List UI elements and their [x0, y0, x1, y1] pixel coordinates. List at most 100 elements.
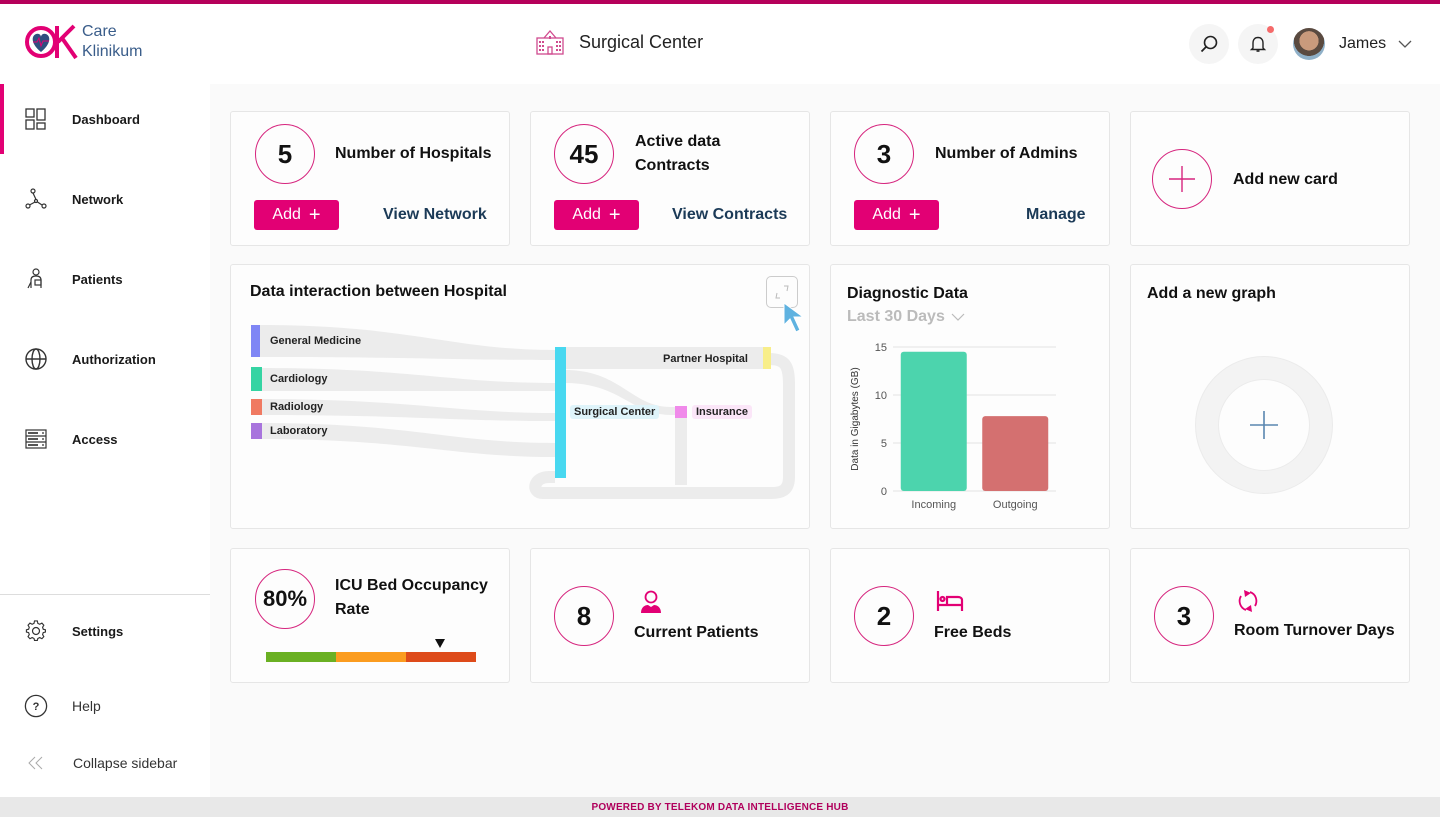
add-graph-button[interactable] [1195, 356, 1333, 494]
plus-icon: + [908, 204, 921, 226]
sidebar-item-label: Collapse sidebar [73, 755, 178, 771]
logo-line-1: Care [82, 23, 117, 40]
current-patients-count: 8 [554, 586, 614, 646]
admins-count: 3 [854, 124, 914, 184]
bar-outgoing [982, 416, 1049, 491]
node-surgical-center [555, 347, 566, 478]
period-dropdown[interactable]: Last 30 Days [847, 308, 965, 326]
dashboard-main: 5 Number of Hospitals Add + View Network … [210, 84, 1440, 797]
card-title-line-1: Active data [635, 133, 721, 150]
avatar [1293, 28, 1325, 60]
view-contracts-link[interactable]: View Contracts [672, 206, 788, 223]
user-name: James [1339, 35, 1387, 52]
icu-occupancy-card: 80% ICU Bed Occupancy Rate [230, 548, 510, 683]
sidebar-item-label: Help [72, 698, 101, 714]
notification-badge [1267, 26, 1274, 33]
sankey-label-general-medicine: General Medicine [270, 335, 362, 347]
y-tick-label: 0 [881, 486, 887, 498]
sankey-label-radiology: Radiology [270, 401, 324, 413]
add-hospital-button[interactable]: Add + [254, 200, 339, 230]
free-beds-count: 2 [854, 586, 914, 646]
contracts-card: 45 Active data Contracts Add + View Contr… [530, 111, 810, 246]
sankey-card: Data interaction between Hospital [230, 264, 810, 529]
sidebar-item-access[interactable]: Access [0, 404, 210, 474]
sidebar-item-patients[interactable]: Patients [0, 244, 210, 314]
bar-incoming [900, 351, 967, 491]
bell-icon [1249, 36, 1267, 52]
sidebar-item-label: Authorization [72, 351, 156, 367]
hospitals-count: 5 [255, 124, 315, 184]
sidebar-item-network[interactable]: Network [0, 164, 210, 234]
patients-icon [24, 267, 48, 291]
loop-partner-to-surgical [529, 353, 795, 499]
globe-icon [24, 347, 48, 371]
sankey-title: Data interaction between Hospital [250, 283, 507, 300]
card-title: Current Patients [634, 624, 759, 641]
period-value: Last 30 Days [847, 308, 945, 325]
y-tick-label: 5 [881, 438, 887, 450]
sidebar-item-label: Patients [72, 271, 123, 287]
card-title: Number of Admins [935, 145, 1078, 162]
search-button[interactable] [1189, 24, 1229, 64]
add-new-card[interactable]: Add new card [1130, 111, 1410, 246]
sidebar-item-dashboard[interactable]: Dashboard [0, 84, 210, 154]
hospitals-card: 5 Number of Hospitals Add + View Network [230, 111, 510, 246]
view-network-link[interactable]: View Network [383, 206, 487, 223]
node-laboratory [251, 423, 262, 439]
sidebar-item-label: Dashboard [72, 111, 140, 127]
plus-icon: + [608, 204, 621, 226]
app-logo[interactable]: Care Klinikum [24, 22, 142, 62]
room-turnover-card: 3 Room Turnover Days [1130, 548, 1410, 683]
app-header: Care Klinikum Surgical Center [0, 4, 1440, 84]
add-graph-inner-circle [1218, 379, 1310, 471]
button-label: Add [872, 206, 901, 223]
sidebar-item-label: Access [72, 431, 118, 447]
sidebar-item-label: Network [72, 191, 124, 207]
card-title: Free Beds [934, 624, 1012, 641]
gauge-segment-medium [336, 652, 406, 662]
sankey-label-insurance: Insurance [692, 405, 752, 419]
expand-icon [775, 285, 789, 299]
free-beds-card: 2 Free Beds [830, 548, 1110, 683]
gauge-segment-high [406, 652, 476, 662]
top-accent-bar [0, 0, 1440, 4]
x-tick-label: Outgoing [993, 499, 1038, 511]
flow-partner-hospital [565, 347, 763, 369]
diagnostic-bar-chart: 0 5 10 15 Data in Gigabytes (GB) Incoming Outg… [850, 342, 1056, 511]
y-tick-label: 15 [875, 342, 887, 354]
card-title: Add new card [1233, 171, 1338, 188]
gauge-segment-low [266, 652, 336, 662]
sidebar: Dashboard Network Patients Authorization… [0, 84, 210, 797]
sidebar-item-authorization[interactable]: Authorization [0, 324, 210, 394]
card-title: Room Turnover Days [1234, 622, 1395, 639]
y-tick-label: 10 [875, 390, 887, 402]
node-partner-hospital [763, 347, 771, 369]
add-admin-button[interactable]: Add + [854, 200, 939, 230]
expand-button[interactable] [766, 276, 798, 308]
sankey-label-cardiology: Cardiology [270, 373, 328, 385]
sidebar-item-help[interactable]: ? Help [0, 671, 210, 741]
occupancy-gauge [266, 652, 476, 662]
active-indicator [0, 84, 4, 154]
card-title-line-2: Contracts [635, 157, 710, 174]
button-label: Add [572, 206, 601, 223]
card-title: ICU Bed Occupancy Rate [335, 574, 488, 622]
current-patients-card: 8 Current Patients [530, 548, 810, 683]
mouse-cursor-icon [783, 302, 805, 333]
flow-cardiology [259, 368, 555, 391]
dashboard-icon [24, 107, 48, 131]
sidebar-item-settings[interactable]: Settings [0, 596, 210, 666]
sidebar-item-label: Settings [72, 623, 124, 639]
y-axis-label: Data in Gigabytes (GB) [850, 367, 861, 470]
manage-link[interactable]: Manage [1026, 206, 1086, 223]
gear-icon [24, 619, 48, 643]
logo-line-2: Klinikum [82, 43, 143, 60]
notifications-button[interactable] [1238, 24, 1278, 64]
button-label: Add [272, 206, 301, 223]
add-contract-button[interactable]: Add + [554, 200, 639, 230]
user-menu[interactable]: James [1293, 28, 1412, 60]
collapse-sidebar-button[interactable]: Collapse sidebar [0, 728, 210, 798]
chevron-down-icon [951, 313, 965, 321]
icu-occupancy-value: 80% [255, 569, 315, 629]
bed-icon [936, 591, 964, 611]
